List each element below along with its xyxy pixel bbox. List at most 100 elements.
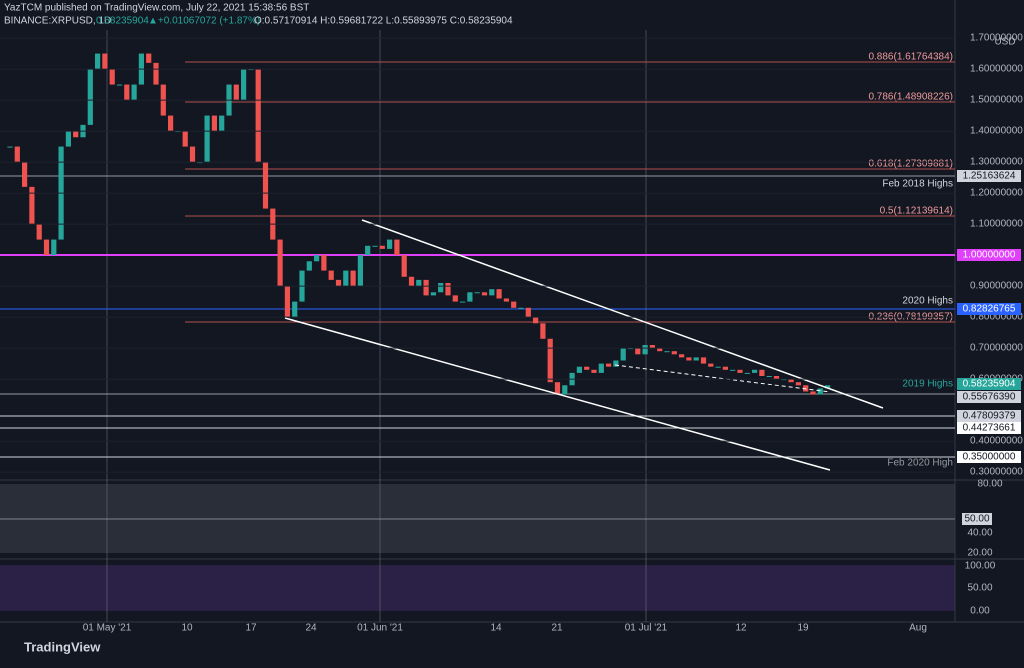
candle: [189, 146, 196, 163]
stoch-panel: [0, 565, 955, 611]
candle: [664, 351, 670, 353]
candle: [759, 369, 765, 376]
price-tag: 0.82826765: [963, 304, 1016, 315]
candle: [36, 224, 42, 240]
y-tick-label: 1.20000000: [970, 188, 1023, 199]
candle: [365, 245, 371, 256]
level-label: 2019 Highs: [902, 379, 953, 390]
candle: [657, 348, 663, 352]
y-tick-label: 1.30000000: [970, 157, 1023, 168]
candle: [22, 162, 28, 187]
candle: [284, 286, 290, 318]
candle: [679, 354, 685, 358]
candle: [576, 366, 582, 373]
candle: [124, 84, 130, 101]
candle: [423, 279, 429, 296]
candle: [292, 301, 298, 318]
candle: [752, 369, 758, 373]
candle: [65, 131, 71, 147]
x-tick-label: 21: [551, 623, 563, 634]
level-label: 0.886(1.61764384): [868, 52, 953, 63]
tag-bg: [957, 170, 1021, 182]
x-tick-label: 01 Jul '21: [625, 623, 668, 634]
candle: [700, 357, 707, 364]
candle: [766, 375, 772, 377]
level-label: Feb 2020 High: [887, 458, 953, 469]
tag-bg: [962, 513, 992, 525]
tag-bg: [957, 451, 1021, 463]
candle: [95, 53, 101, 70]
published: YazTCM published on TradingView.com, Jul…: [4, 3, 309, 14]
candle: [584, 366, 590, 370]
candle: [540, 323, 546, 339]
candle: [14, 146, 20, 163]
rsi-tick: 20.00: [967, 548, 992, 559]
x-tick-label: 19: [797, 623, 809, 634]
y-tick-label: 1.50000000: [970, 95, 1023, 106]
tag-bg: [957, 410, 1021, 422]
candle: [803, 385, 809, 392]
change: ▲+0.01067072 (+1.87%): [148, 16, 260, 27]
y-tick-label: 0.30000000: [970, 467, 1023, 478]
tag-bg: [957, 378, 1021, 390]
price-tag: 0.44273661: [963, 423, 1016, 434]
candle: [452, 295, 458, 302]
y-tick-label: 1.70000000: [970, 33, 1023, 44]
rsi-panel: [0, 484, 955, 553]
candle: [314, 255, 320, 262]
y-tick-label: 1.10000000: [970, 219, 1023, 230]
candle: [489, 289, 495, 296]
candle: [350, 270, 356, 287]
price-tag: 0.58235904: [963, 379, 1016, 390]
candle: [328, 270, 334, 280]
candle: [102, 53, 108, 70]
candle: [671, 351, 677, 355]
trendline: [361, 219, 884, 409]
candle: [810, 391, 816, 395]
y-tick-label: 1.60000000: [970, 64, 1023, 75]
time-axis: 01 May '21 10 17 24 01 Jun '21 14 21 01 Jul '21…: [83, 623, 927, 634]
candle: [321, 255, 327, 271]
candle: [277, 239, 283, 287]
level-label: 0.5(1.12139614): [880, 206, 953, 217]
candle: [394, 239, 400, 256]
candle: [335, 279, 342, 287]
candle: [788, 379, 794, 383]
candle: [43, 239, 50, 256]
candle: [606, 363, 612, 367]
candle: [343, 270, 349, 287]
y-tick-label: 0.70000000: [970, 343, 1023, 354]
x-tick-label: 12: [735, 623, 747, 634]
stoch-tick: 100.00: [965, 561, 996, 572]
candle: [496, 289, 502, 299]
candle: [554, 382, 561, 395]
candle: [503, 298, 509, 302]
candle: [7, 146, 13, 148]
rsi-tick: 80.00: [977, 479, 1002, 490]
y-tick-label: 0.40000000: [970, 436, 1023, 447]
candle: [73, 131, 79, 138]
x-tick-label: 17: [245, 623, 257, 634]
candle: [262, 162, 269, 209]
candle: [693, 357, 699, 361]
ohlc: O:0.57170914 H:0.59681722 L:0.55893975 C…: [254, 16, 513, 27]
candle: [204, 115, 210, 163]
symbol: BINANCE:XRPUSD, 1D: [4, 16, 111, 27]
candle: [146, 53, 152, 63]
candle: [116, 84, 123, 86]
candle: [474, 292, 480, 294]
level-label: 0.786(1.48908226): [868, 92, 953, 103]
candle: [795, 382, 801, 386]
candle: [219, 115, 225, 132]
candle: [357, 255, 363, 287]
tag-bg: [957, 303, 1021, 315]
candle: [525, 307, 531, 318]
candle: [511, 301, 517, 308]
candle: [255, 69, 261, 163]
x-tick-label: 01 May '21: [83, 623, 132, 634]
footer-logo: TradingView: [24, 639, 101, 654]
candle: [87, 69, 93, 125]
price-tag: 0.47809379: [963, 411, 1016, 422]
y-tick-label: 0.80000000: [970, 312, 1023, 323]
candle: [730, 369, 736, 371]
